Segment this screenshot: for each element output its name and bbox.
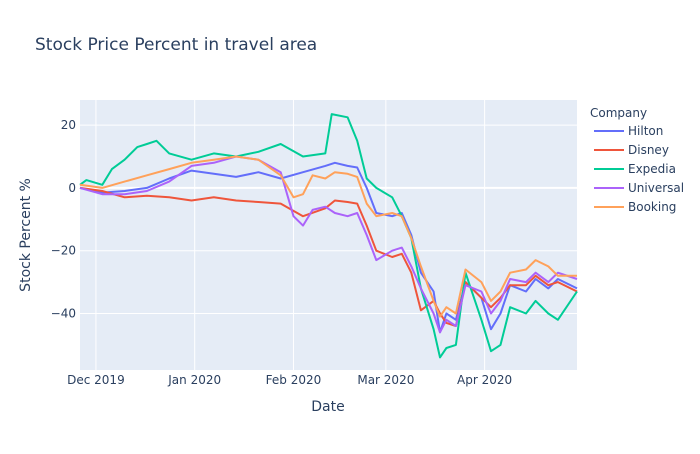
x-tick-label: Mar 2020 <box>357 373 414 387</box>
legend-label-booking: Booking <box>628 200 676 214</box>
series-line-expedia <box>79 113 578 359</box>
x-axis-label: Date <box>311 399 344 415</box>
series-lines <box>79 113 578 359</box>
x-tick-label: Feb 2020 <box>266 373 322 387</box>
x-tick-label: Apr 2020 <box>457 373 512 387</box>
y-axis-label: Stock Percent % <box>18 178 34 292</box>
y-tick-label: −20 <box>51 244 76 258</box>
legend: Company Hilton Disney Expedia Universal Book… <box>590 106 684 214</box>
chart-title: Stock Price Percent in travel area <box>35 35 317 55</box>
series-line-hilton <box>79 161 578 334</box>
legend-label-disney: Disney <box>628 143 669 157</box>
series-line-booking <box>79 155 577 318</box>
legend-title: Company <box>590 106 647 120</box>
y-tick-label: 0 <box>68 181 76 195</box>
legend-label-universal: Universal <box>628 181 684 195</box>
x-tick-label: Jan 2020 <box>167 373 221 387</box>
series-line-universal <box>79 155 578 334</box>
y-tick-label: −40 <box>51 306 76 320</box>
grid-lines <box>80 100 577 370</box>
x-tick-label: Dec 2019 <box>67 373 125 387</box>
y-tick-label: 20 <box>61 118 76 132</box>
y-axis-ticks: 20 0 −20 −40 <box>51 118 76 320</box>
legend-label-expedia: Expedia <box>628 162 676 176</box>
legend-label-hilton: Hilton <box>628 124 663 138</box>
x-axis-ticks: Dec 2019 Jan 2020 Feb 2020 Mar 2020 Apr 2020 <box>67 373 512 387</box>
